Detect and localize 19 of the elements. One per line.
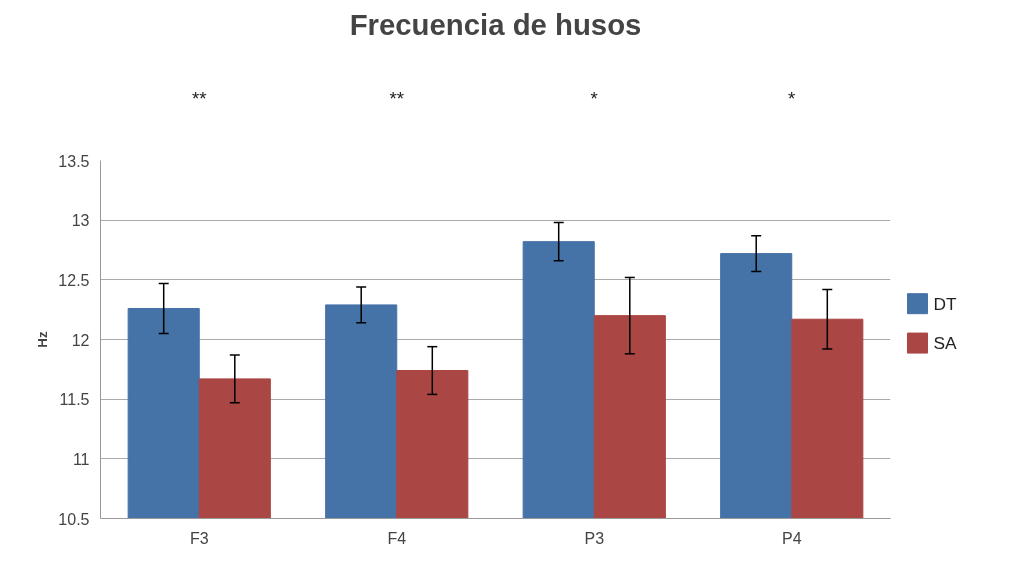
y-tick-label: 13 xyxy=(71,212,90,230)
y-tick-label: 13.5 xyxy=(58,152,90,170)
chart-title: Frecuencia de husos xyxy=(349,7,642,41)
y-tick-label: 12.5 xyxy=(58,271,90,289)
x-tick-label: P3 xyxy=(584,529,605,547)
y-tick-label: 11.5 xyxy=(59,391,90,409)
y-tick-label: 12 xyxy=(71,331,90,349)
x-tick-label: F3 xyxy=(189,529,209,547)
text: ** xyxy=(191,87,207,109)
y-tick-label: 10.5 xyxy=(58,510,90,528)
y-axis-title: Hz xyxy=(35,331,51,348)
x-tick-label: P4 xyxy=(781,529,802,547)
legend-label: SA xyxy=(933,333,958,354)
text: * xyxy=(590,87,598,109)
x-tick-label: F4 xyxy=(387,529,407,547)
legend-label: DT xyxy=(933,293,958,314)
y-tick-label: 11 xyxy=(72,450,90,468)
text: * xyxy=(788,87,796,109)
text: ** xyxy=(389,87,405,109)
